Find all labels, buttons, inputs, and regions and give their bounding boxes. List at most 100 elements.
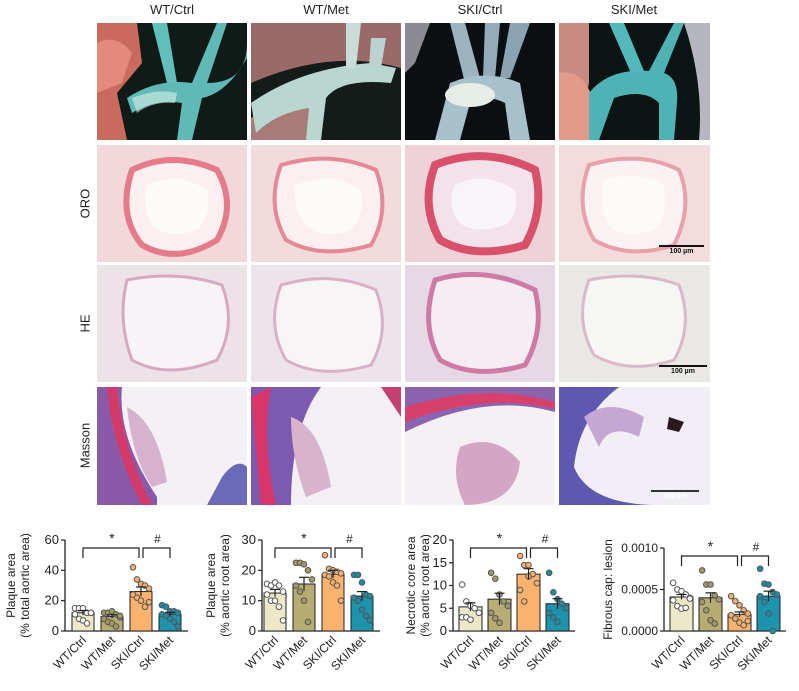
- data-point: [296, 588, 304, 595]
- significance-bracket: [274, 547, 332, 558]
- y-tick-label: 20: [45, 593, 59, 608]
- data-point: [682, 604, 689, 612]
- data-point: [769, 627, 776, 635]
- data-point: [521, 598, 528, 605]
- data-point: [669, 579, 677, 587]
- significance-bracket: [334, 547, 363, 558]
- data-point: [358, 606, 366, 614]
- data-point: [304, 567, 312, 574]
- oro-stain-ski-ctrl: [405, 145, 555, 262]
- y-tick-label: 20: [242, 562, 256, 577]
- data-point: [765, 610, 772, 617]
- data-point: [732, 615, 739, 622]
- data-point: [727, 592, 735, 600]
- y-tick-label: 30: [242, 532, 256, 547]
- data-point: [292, 582, 300, 589]
- y-tick-label: 10: [242, 593, 256, 608]
- data-point: [504, 602, 512, 610]
- data-point: [275, 603, 283, 611]
- significance-star: *: [109, 530, 115, 546]
- data-point: [703, 606, 710, 614]
- data-point: [711, 620, 718, 627]
- significance-hash: #: [753, 540, 760, 554]
- data-point: [516, 586, 524, 594]
- y-tick-label: 0.0000: [621, 624, 658, 638]
- data-point: [740, 621, 747, 629]
- scale-bar-label: 100 µm: [669, 248, 694, 255]
- y-tick-label: 0.0005: [621, 583, 658, 597]
- scale-bar: 100 µm: [659, 245, 704, 255]
- data-point: [271, 597, 279, 604]
- data-point: [558, 600, 565, 607]
- y-tick-label: 0: [249, 623, 256, 638]
- data-point: [533, 579, 541, 587]
- data-point: [765, 581, 772, 588]
- data-point: [354, 571, 362, 579]
- data-point: [773, 591, 781, 598]
- bar: [292, 583, 316, 632]
- aorta-photo-wt-ctrl: [97, 23, 247, 140]
- data-point: [715, 596, 723, 603]
- data-point: [732, 597, 739, 605]
- scale-bar: 100 µm: [659, 365, 707, 375]
- data-point: [304, 618, 312, 626]
- data-point: [698, 598, 706, 606]
- data-point: [487, 609, 495, 617]
- data-point: [300, 560, 308, 568]
- data-point: [669, 596, 677, 604]
- data-point: [496, 619, 503, 627]
- data-point: [112, 623, 120, 630]
- masson-stain-wt-met: [251, 387, 401, 505]
- data-point: [337, 570, 345, 577]
- data-point: [300, 597, 308, 604]
- data-point: [744, 610, 752, 617]
- data-point: [337, 597, 345, 604]
- data-point: [162, 603, 170, 611]
- row-label-he: HE: [77, 314, 93, 333]
- data-point: [333, 582, 341, 589]
- data-point: [492, 575, 499, 582]
- data-point: [761, 598, 768, 606]
- data-point: [83, 620, 91, 627]
- data-point: [756, 565, 764, 573]
- data-point: [756, 592, 764, 600]
- data-point: [458, 581, 466, 588]
- data-point: [467, 616, 474, 623]
- data-point: [145, 598, 153, 606]
- y-tick-label: 0: [440, 623, 447, 638]
- masson-stain-ski-met: 100 µm: [559, 387, 710, 505]
- data-point: [170, 618, 178, 626]
- data-point: [358, 579, 366, 586]
- column-title-wt-met: WT/Met: [303, 2, 349, 17]
- data-point: [698, 567, 706, 574]
- aorta-photo-ski-met: [559, 23, 710, 140]
- data-point: [487, 569, 495, 577]
- data-point: [366, 592, 374, 600]
- y-axis-label: Plaque area: [4, 553, 18, 618]
- y-axis-label: (% aortic root area): [218, 534, 232, 637]
- data-point: [174, 609, 182, 617]
- significance-bracket: [529, 547, 559, 558]
- data-point: [133, 576, 141, 583]
- data-point: [354, 597, 362, 604]
- significance-hash: #: [542, 532, 549, 546]
- data-point: [116, 612, 124, 620]
- oro-stain-wt-met: [251, 145, 401, 262]
- data-point: [137, 597, 145, 604]
- y-tick-label: 10: [433, 578, 447, 593]
- y-tick-label: 60: [45, 532, 59, 547]
- masson-stain-ski-ctrl: [405, 387, 555, 505]
- significance-star: *: [301, 530, 307, 546]
- data-point: [545, 569, 553, 577]
- oro-stain-wt-ctrl: [97, 145, 247, 262]
- significance-bracket: [740, 555, 770, 566]
- he-stain-ski-ctrl: [405, 265, 555, 382]
- y-tick-label: 5: [440, 600, 447, 615]
- data-point: [550, 614, 557, 621]
- y-tick-label: 40: [45, 562, 59, 577]
- y-axis-label: Plaque area: [204, 553, 218, 618]
- significance-star: *: [708, 538, 714, 554]
